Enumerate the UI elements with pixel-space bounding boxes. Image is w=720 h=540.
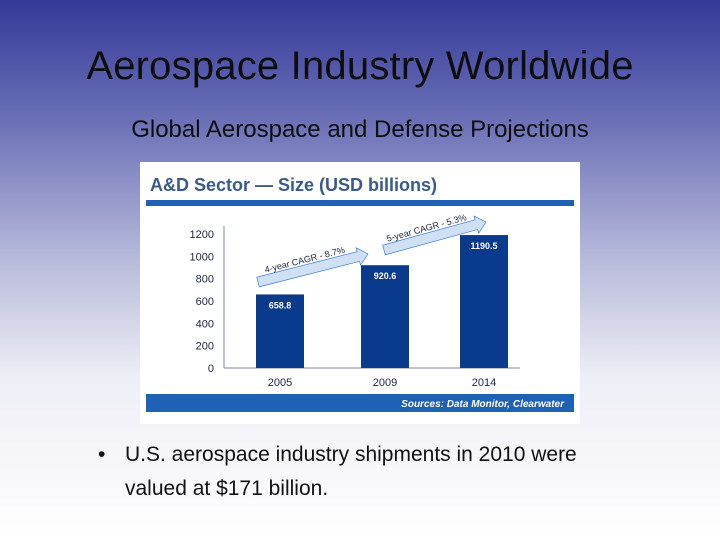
source-band xyxy=(146,394,574,412)
x-tick-label: 2005 xyxy=(268,377,292,389)
bullet-marker: • xyxy=(98,443,106,466)
bar-value-label: 920.6 xyxy=(374,271,397,281)
y-tick-label: 1000 xyxy=(190,251,214,263)
y-tick-label: 200 xyxy=(196,341,214,353)
cagr-arrow-2-shape xyxy=(382,215,487,256)
y-tick-label: 600 xyxy=(196,296,214,308)
cagr-arrow-1: 4-year CAGR - 8.7% xyxy=(256,245,369,288)
bar-chart: A&D Sector — Size (USD billions) Sources… xyxy=(146,175,574,412)
y-tick-label: 0 xyxy=(208,363,214,375)
slide-title: Aerospace Industry Worldwide xyxy=(86,44,634,88)
bar-value-label: 1190.5 xyxy=(470,241,497,251)
bar xyxy=(361,265,409,368)
bullet-line-2: valued at $171 billion. xyxy=(125,477,329,500)
bar xyxy=(460,235,508,368)
x-tick-label: 2014 xyxy=(472,377,496,389)
bullet-item: U.S. aerospace industry shipments in 201… xyxy=(125,438,685,506)
slide-subtitle: Global Aerospace and Defense Projections xyxy=(131,116,589,143)
bullet-line-1: U.S. aerospace industry shipments in 201… xyxy=(125,443,577,466)
chart-source: Sources: Data Monitor, Clearwater xyxy=(401,399,565,410)
chart-title: A&D Sector — Size (USD billions) xyxy=(150,175,437,195)
bar xyxy=(256,294,304,368)
cagr-arrow-1-shape xyxy=(256,247,369,288)
y-tick-label: 800 xyxy=(196,274,214,286)
x-tick-label: 2009 xyxy=(373,377,397,389)
y-tick-label: 400 xyxy=(196,318,214,330)
header-rule xyxy=(146,200,574,206)
bar-value-label: 658.8 xyxy=(269,300,292,310)
cagr-arrow-1-band: 4-year CAGR - 8.7% xyxy=(256,245,369,288)
y-tick-label: 1200 xyxy=(190,229,214,241)
chart-figure: A&D Sector — Size (USD billions) Sources… xyxy=(140,162,580,424)
